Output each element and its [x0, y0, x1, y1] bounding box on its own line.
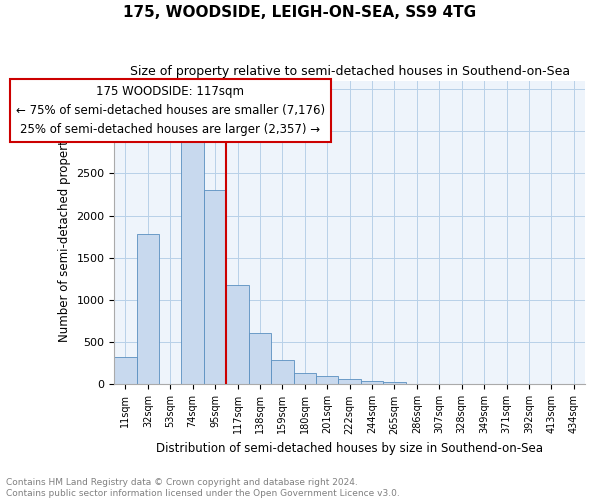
Bar [204, 190, 226, 384]
Bar [338, 379, 361, 384]
Bar [293, 372, 316, 384]
Bar [181, 137, 204, 384]
Text: 175 WOODSIDE: 117sqm
← 75% of semi-detached houses are smaller (7,176)
25% of se: 175 WOODSIDE: 117sqm ← 75% of semi-detac… [16, 85, 325, 136]
Bar [361, 381, 383, 384]
Text: Contains HM Land Registry data © Crown copyright and database right 2024.
Contai: Contains HM Land Registry data © Crown c… [6, 478, 400, 498]
Bar [383, 382, 406, 384]
Bar [137, 234, 159, 384]
Bar [271, 360, 293, 384]
Text: 175, WOODSIDE, LEIGH-ON-SEA, SS9 4TG: 175, WOODSIDE, LEIGH-ON-SEA, SS9 4TG [124, 5, 476, 20]
X-axis label: Distribution of semi-detached houses by size in Southend-on-Sea: Distribution of semi-detached houses by … [156, 442, 543, 455]
Bar [249, 333, 271, 384]
Bar [226, 286, 249, 384]
Y-axis label: Number of semi-detached properties: Number of semi-detached properties [58, 123, 71, 342]
Bar [114, 358, 137, 384]
Bar [316, 376, 338, 384]
Title: Size of property relative to semi-detached houses in Southend-on-Sea: Size of property relative to semi-detach… [130, 65, 569, 78]
